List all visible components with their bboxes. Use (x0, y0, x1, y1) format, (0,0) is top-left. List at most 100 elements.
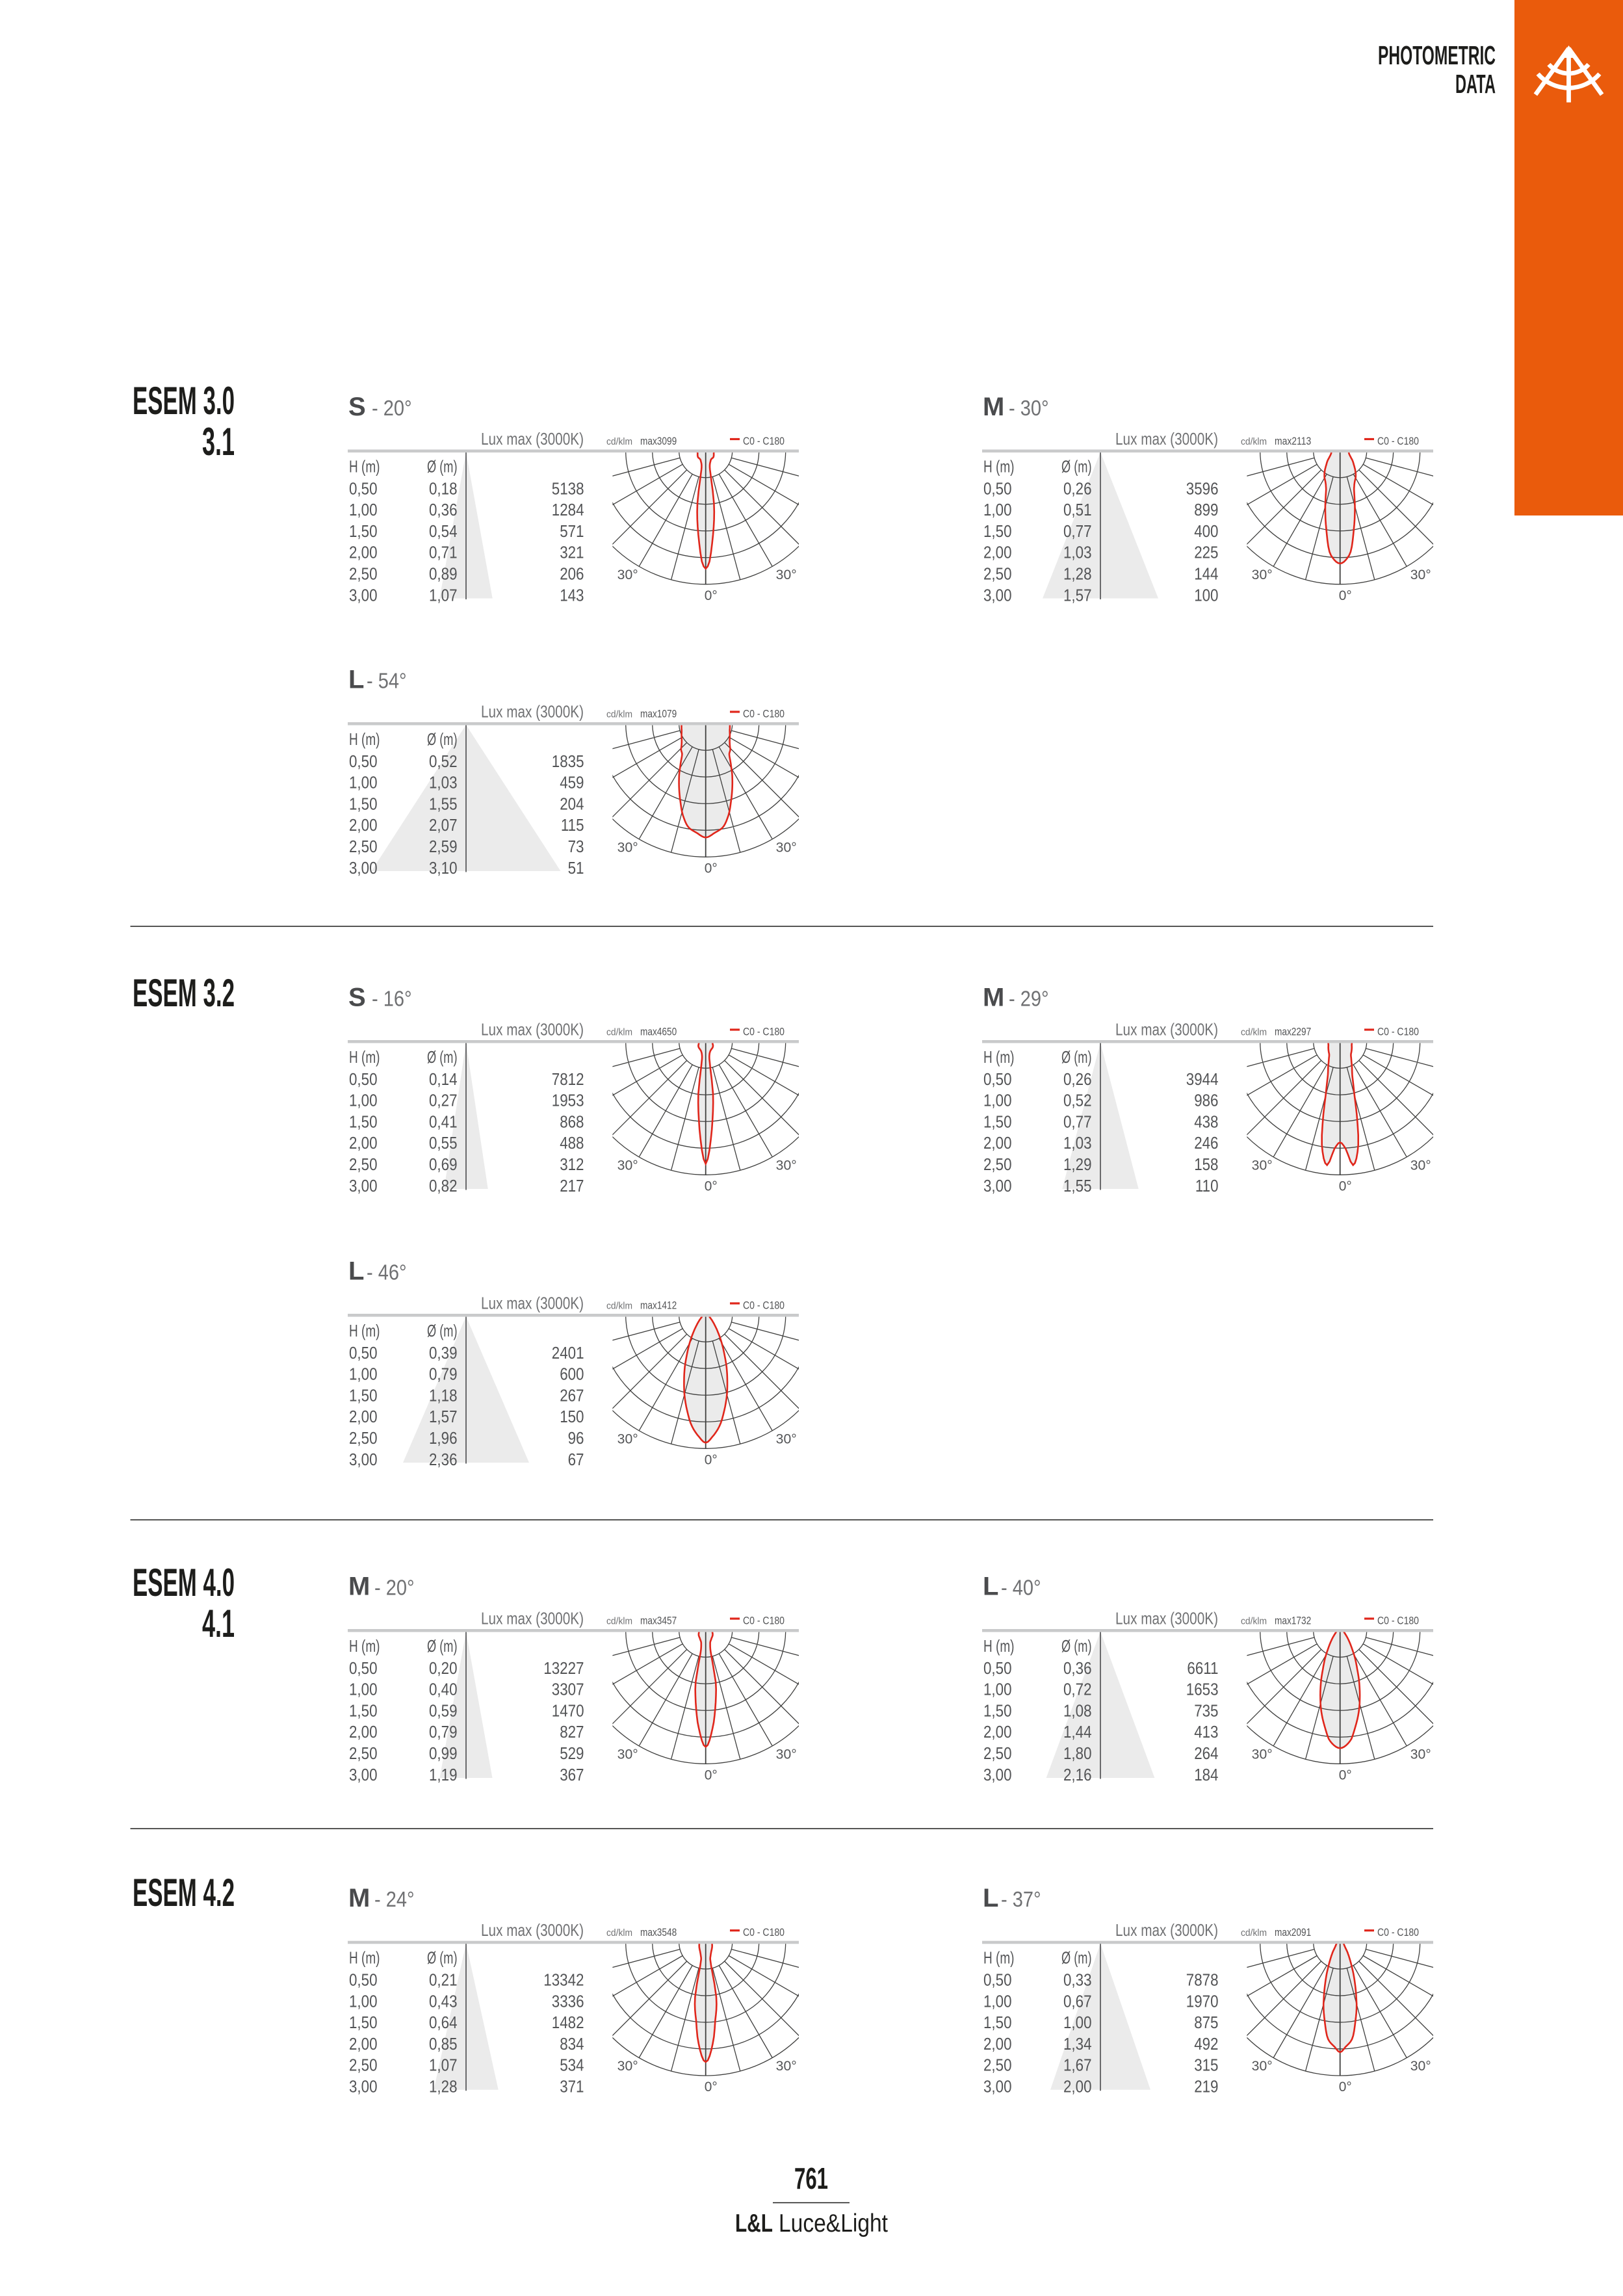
svg-text:1470: 1470 (552, 1701, 584, 1720)
svg-text:- 54°: - 54° (367, 669, 407, 693)
svg-text:H (m): H (m) (349, 729, 380, 749)
svg-text:529: 529 (560, 1743, 584, 1763)
svg-text:C0 - C180: C0 - C180 (743, 1926, 785, 1938)
svg-text:2,00: 2,00 (349, 1407, 378, 1426)
svg-text:206: 206 (560, 564, 584, 584)
svg-text:2,50: 2,50 (983, 1155, 1012, 1174)
svg-text:1,03: 1,03 (1063, 1133, 1092, 1153)
svg-text:0,33: 0,33 (1063, 1970, 1092, 1990)
svg-text:1,18: 1,18 (429, 1385, 458, 1405)
svg-text:H (m): H (m) (349, 1321, 380, 1340)
svg-text:- 46°: - 46° (367, 1260, 407, 1285)
svg-text:184: 184 (1194, 1765, 1218, 1784)
svg-text:3.1: 3.1 (202, 420, 235, 463)
svg-text:3944: 3944 (1186, 1069, 1219, 1089)
svg-text:Lux max (3000K): Lux max (3000K) (1115, 1020, 1218, 1039)
svg-text:400: 400 (1194, 521, 1218, 541)
svg-text:1,00: 1,00 (983, 1091, 1012, 1110)
svg-text:cd/klm: cd/klm (606, 1027, 632, 1038)
svg-text:ESEM 3.0: ESEM 3.0 (133, 379, 235, 423)
svg-text:ESEM 4.2: ESEM 4.2 (133, 1871, 235, 1914)
svg-text:0,55: 0,55 (429, 1133, 458, 1153)
svg-text:max2297: max2297 (1275, 1026, 1311, 1038)
svg-text:cd/klm: cd/klm (606, 1616, 632, 1627)
svg-text:100: 100 (1194, 585, 1218, 605)
svg-text:267: 267 (560, 1385, 584, 1405)
svg-text:- 37°: - 37° (1001, 1887, 1041, 1911)
svg-text:0,54: 0,54 (429, 521, 458, 541)
svg-text:0,50: 0,50 (983, 1069, 1012, 1089)
svg-text:max4650: max4650 (640, 1026, 677, 1038)
svg-text:2401: 2401 (552, 1343, 584, 1363)
svg-text:max1732: max1732 (1275, 1615, 1311, 1627)
svg-text:459: 459 (560, 773, 584, 792)
svg-text:Lux max (3000K): Lux max (3000K) (481, 1609, 584, 1628)
svg-text:30°: 30° (617, 840, 638, 855)
svg-text:246: 246 (1194, 1133, 1218, 1153)
svg-text:0,50: 0,50 (349, 1658, 378, 1678)
svg-text:0,21: 0,21 (429, 1970, 458, 1990)
svg-text:max3457: max3457 (640, 1615, 677, 1627)
svg-text:Lux max (3000K): Lux max (3000K) (481, 1920, 584, 1940)
svg-text:ESEM 3.2: ESEM 3.2 (133, 971, 235, 1015)
svg-text:1,44: 1,44 (1063, 1722, 1092, 1742)
svg-text:0,85: 0,85 (429, 2034, 458, 2054)
svg-text:0,50: 0,50 (983, 1970, 1012, 1990)
svg-text:2,50: 2,50 (983, 1743, 1012, 1763)
svg-text:571: 571 (560, 521, 584, 541)
svg-text:0°: 0° (1339, 2080, 1352, 2094)
svg-text:Ø (m): Ø (m) (427, 1321, 458, 1340)
svg-text:2,00: 2,00 (349, 815, 378, 835)
svg-text:0,59: 0,59 (429, 1701, 458, 1720)
svg-text:C0 - C180: C0 - C180 (1377, 1926, 1419, 1938)
svg-text:115: 115 (561, 815, 584, 835)
svg-text:1284: 1284 (552, 500, 584, 519)
svg-text:1,80: 1,80 (1063, 1743, 1092, 1763)
svg-text:- 24°: - 24° (374, 1887, 415, 1911)
svg-text:S: S (348, 393, 366, 421)
svg-text:L: L (983, 1572, 998, 1601)
svg-text:- 30°: - 30° (1009, 396, 1049, 420)
svg-text:1,28: 1,28 (1063, 564, 1092, 584)
svg-text:96: 96 (568, 1428, 584, 1448)
svg-text:1,50: 1,50 (349, 794, 378, 813)
svg-text:371: 371 (560, 2077, 584, 2096)
svg-text:0,79: 0,79 (429, 1722, 458, 1742)
svg-text:- 20°: - 20° (372, 396, 412, 420)
svg-text:0,69: 0,69 (429, 1155, 458, 1174)
svg-text:1,03: 1,03 (1063, 543, 1092, 562)
svg-text:Lux max (3000K): Lux max (3000K) (481, 429, 584, 449)
svg-text:1,00: 1,00 (349, 1364, 378, 1384)
svg-text:1,50: 1,50 (349, 521, 378, 541)
svg-text:Ø (m): Ø (m) (1061, 456, 1092, 476)
svg-text:Ø (m): Ø (m) (427, 456, 458, 476)
svg-text:C0 - C180: C0 - C180 (743, 1615, 785, 1627)
svg-text:2,50: 2,50 (349, 837, 378, 856)
svg-text:2,00: 2,00 (1063, 2077, 1092, 2096)
svg-text:0,52: 0,52 (1063, 1091, 1092, 1110)
svg-text:H (m): H (m) (349, 456, 380, 476)
svg-text:Ø (m): Ø (m) (427, 1636, 458, 1656)
svg-text:1835: 1835 (552, 751, 584, 771)
svg-text:143: 143 (560, 585, 584, 605)
svg-text:max3099: max3099 (640, 436, 677, 447)
svg-text:2,00: 2,00 (983, 2034, 1012, 2054)
svg-text:DATA: DATA (1455, 69, 1496, 99)
svg-text:cd/klm: cd/klm (606, 1927, 632, 1938)
svg-text:3,00: 3,00 (983, 1176, 1012, 1195)
svg-text:max2091: max2091 (1275, 1927, 1311, 1938)
svg-text:2,07: 2,07 (429, 815, 458, 835)
svg-text:1,00: 1,00 (349, 500, 378, 519)
svg-text:30°: 30° (1410, 1747, 1431, 1762)
svg-text:0,99: 0,99 (429, 1743, 458, 1763)
svg-text:2,59: 2,59 (429, 837, 458, 856)
svg-text:S: S (348, 984, 366, 1012)
svg-text:0,41: 0,41 (429, 1112, 458, 1131)
svg-text:492: 492 (1194, 2034, 1218, 2054)
svg-text:L: L (983, 1884, 998, 1912)
svg-text:1,07: 1,07 (429, 2055, 458, 2075)
svg-text:367: 367 (560, 1765, 584, 1784)
svg-text:1,55: 1,55 (1063, 1176, 1092, 1195)
svg-text:1,00: 1,00 (349, 1091, 378, 1110)
svg-text:0°: 0° (1339, 1179, 1352, 1194)
